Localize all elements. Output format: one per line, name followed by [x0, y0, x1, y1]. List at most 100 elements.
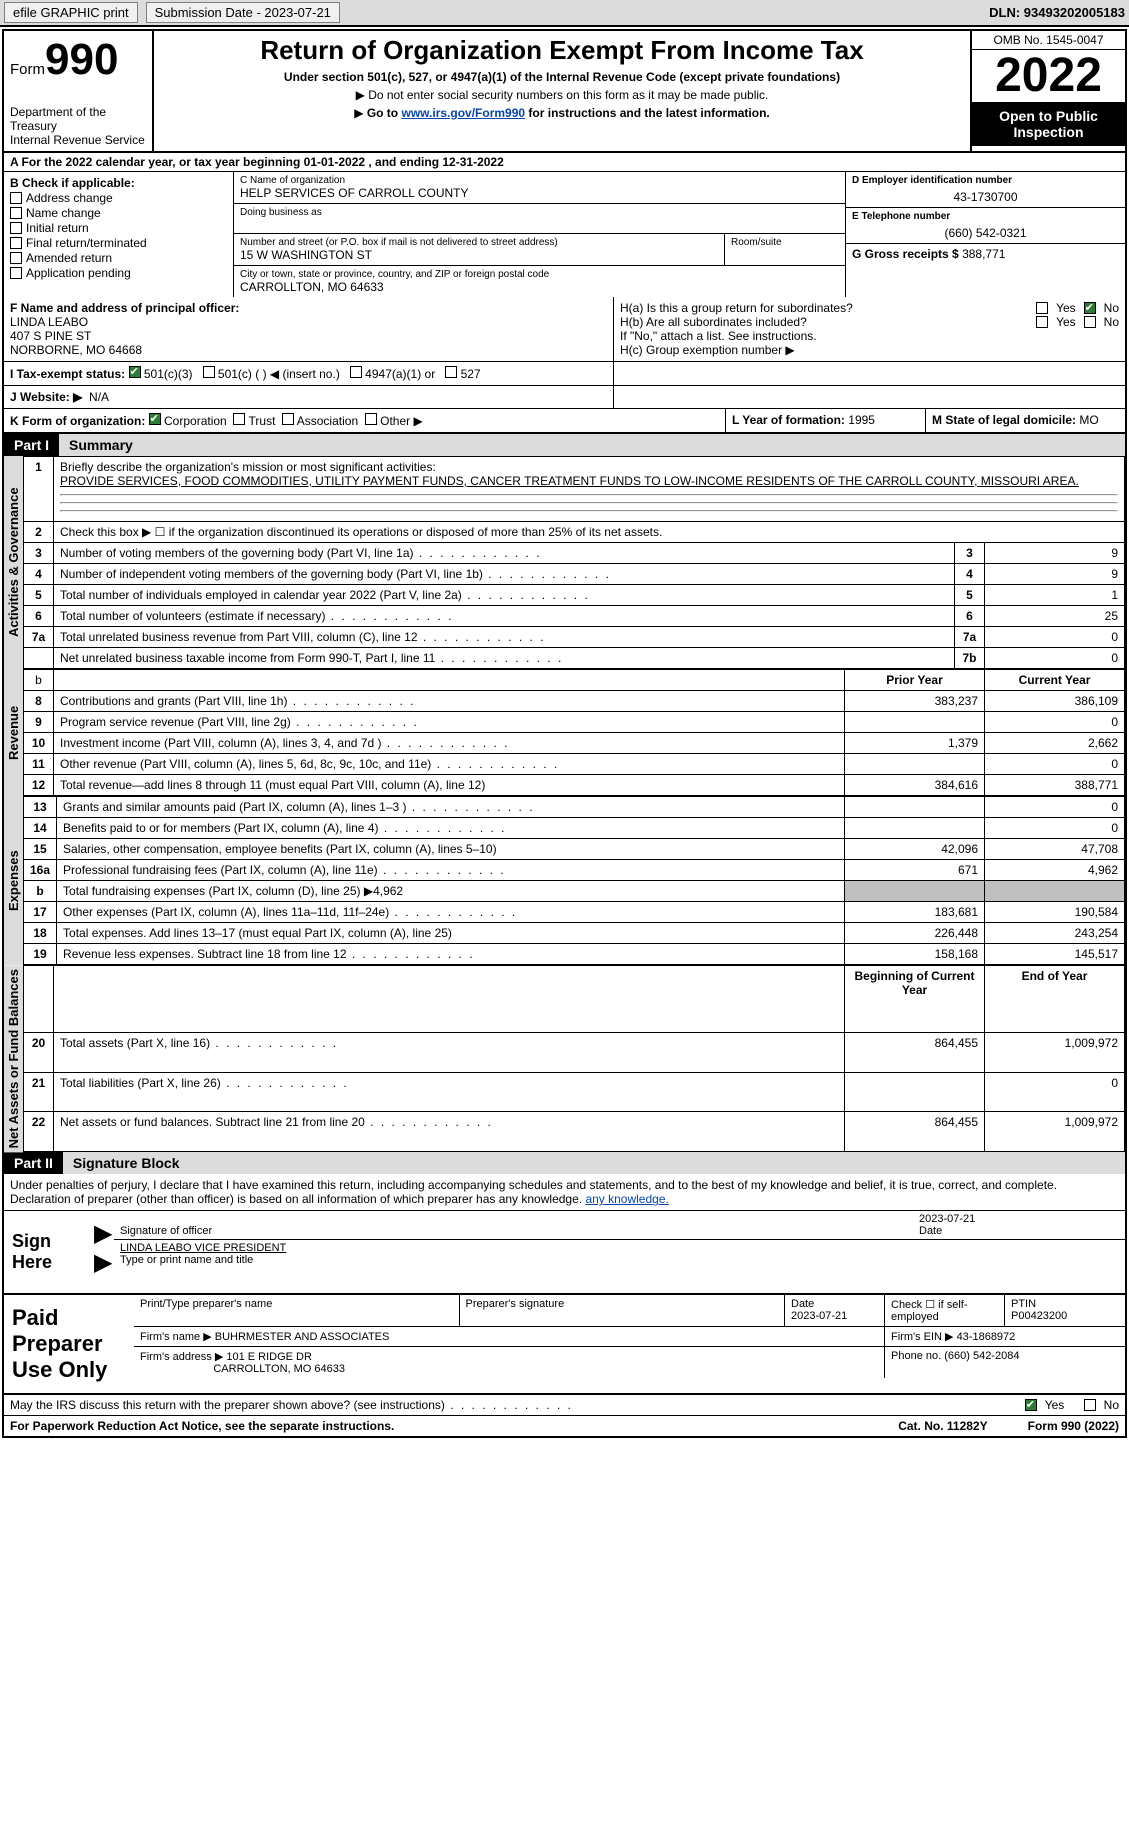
prep-date-label: Date — [791, 1298, 814, 1310]
omb-number: OMB No. 1545-0047 — [972, 31, 1125, 50]
l18-prior: 226,448 — [845, 923, 985, 944]
chk-501c[interactable] — [203, 366, 215, 378]
sign-here-block: Sign Here ▶▶ Signature of officer 2023-0… — [4, 1210, 1125, 1295]
sign-arrow-icon: ▶▶ — [94, 1211, 114, 1293]
sign-here-label: Sign Here — [4, 1211, 94, 1293]
c-addr-label: Number and street (or P.O. box if mail i… — [240, 237, 718, 248]
p1-l7a-val: 0 — [985, 627, 1125, 648]
discuss-no[interactable] — [1084, 1399, 1096, 1411]
l16b-prior-shaded — [845, 881, 985, 902]
form-note1: Do not enter social security numbers on … — [368, 88, 768, 102]
street-address: 15 W WASHINGTON ST — [240, 248, 718, 262]
part-2-num: Part II — [4, 1152, 63, 1174]
org-name: HELP SERVICES OF CARROLL COUNTY — [240, 186, 839, 200]
h-b-yes[interactable] — [1036, 316, 1048, 328]
p1-l4-val: 9 — [985, 564, 1125, 585]
sig-date-label: Date — [919, 1225, 942, 1237]
l19-curr: 145,517 — [985, 944, 1125, 965]
header-left: Form990 Department of the Treasury Inter… — [4, 31, 154, 151]
firm-phone: (660) 542-2084 — [944, 1350, 1019, 1362]
dept-treasury: Department of the Treasury — [10, 105, 146, 133]
note2-pre: Go to — [367, 106, 402, 120]
submission-date-button[interactable]: Submission Date - 2023-07-21 — [146, 2, 340, 23]
hdr-prior-year: Prior Year — [845, 670, 985, 691]
city-state-zip: CARROLLTON, MO 64633 — [240, 280, 839, 294]
firm-name-label: Firm's name ▶ — [140, 1331, 212, 1343]
officer-addr1: 407 S PINE ST — [10, 329, 607, 343]
header-center: Return of Organization Exempt From Incom… — [154, 31, 970, 151]
l8-prior: 383,237 — [845, 691, 985, 712]
p1-l2: Check this box ▶ ☐ if the organization d… — [54, 522, 1125, 543]
firm-name: BUHRMESTER AND ASSOCIATES — [215, 1331, 390, 1343]
irs-link[interactable]: www.irs.gov/Form990 — [401, 106, 525, 120]
l21-end: 0 — [985, 1072, 1125, 1112]
sig-date: 2023-07-21 — [919, 1213, 975, 1225]
section-c: C Name of organization HELP SERVICES OF … — [234, 172, 845, 297]
chk-name-change[interactable] — [10, 207, 22, 219]
part-1-num: Part I — [4, 434, 59, 456]
note2-post: for instructions and the latest informat… — [525, 106, 770, 120]
chk-initial-return[interactable] — [10, 222, 22, 234]
chk-corporation[interactable] — [149, 413, 161, 425]
tax-year: 2022 — [972, 50, 1125, 102]
name-title-label: Type or print name and title — [120, 1254, 253, 1266]
form-990-page: Form990 Department of the Treasury Inter… — [2, 29, 1127, 1438]
chk-501c3[interactable] — [129, 366, 141, 378]
phone-value: (660) 542-0321 — [852, 226, 1119, 240]
header-right: OMB No. 1545-0047 2022 Open to Public In… — [970, 31, 1125, 151]
efile-print-button[interactable]: efile GRAPHIC print — [4, 2, 138, 23]
chk-address-change[interactable] — [10, 192, 22, 204]
h-a-label: H(a) Is this a group return for subordin… — [620, 301, 1028, 315]
c-name-label: C Name of organization — [240, 175, 839, 186]
l18-curr: 243,254 — [985, 923, 1125, 944]
p1-l7b-val: 0 — [985, 648, 1125, 669]
chk-4947[interactable] — [350, 366, 362, 378]
chk-527[interactable] — [445, 366, 457, 378]
hdr-end: End of Year — [985, 966, 1125, 1033]
part-2-header: Part II Signature Block — [4, 1152, 1125, 1174]
l13-prior — [845, 797, 985, 818]
chk-trust[interactable] — [233, 413, 245, 425]
h-b-label: H(b) Are all subordinates included? — [620, 315, 1028, 329]
chk-association[interactable] — [282, 413, 294, 425]
open-to-public: Open to Public Inspection — [972, 102, 1125, 146]
chk-other[interactable] — [365, 413, 377, 425]
discuss-yes[interactable] — [1025, 1399, 1037, 1411]
part1-expenses: Expenses 13Grants and similar amounts pa… — [4, 796, 1125, 965]
l21-beg — [845, 1072, 985, 1112]
p1-l7b-desc: Net unrelated business taxable income fr… — [54, 648, 955, 669]
h-a-yes[interactable] — [1036, 302, 1048, 314]
ptin-value: P00423200 — [1011, 1310, 1067, 1322]
part1-activities: Activities & Governance 1 Briefly descri… — [4, 456, 1125, 669]
l16a-curr: 4,962 — [985, 860, 1125, 881]
hdr-beginning: Beginning of Current Year — [845, 966, 985, 1033]
p1-l5-desc: Total number of individuals employed in … — [54, 585, 955, 606]
hdr-current-year: Current Year — [985, 670, 1125, 691]
l12-prior: 384,616 — [845, 775, 985, 796]
discuss-label: May the IRS discuss this return with the… — [10, 1398, 573, 1412]
chk-application-pending[interactable] — [10, 267, 22, 279]
j-label: J Website: ▶ — [10, 390, 82, 404]
p1-l1-label: Briefly describe the organization's miss… — [60, 460, 436, 474]
ein-value: 43-1730700 — [852, 190, 1119, 204]
chk-amended-return[interactable] — [10, 252, 22, 264]
chk-final-return[interactable] — [10, 237, 22, 249]
l9-prior — [845, 712, 985, 733]
p1-l5-val: 1 — [985, 585, 1125, 606]
part-1-title: Summary — [59, 434, 1125, 456]
l22-beg: 864,455 — [845, 1112, 985, 1152]
mission-text: PROVIDE SERVICES, FOOD COMMODITIES, UTIL… — [60, 474, 1079, 488]
any-knowledge-link[interactable]: any knowledge. — [585, 1192, 668, 1206]
h-b-no[interactable] — [1084, 316, 1096, 328]
part1-revenue: Revenue bPrior YearCurrent Year 8Contrib… — [4, 669, 1125, 796]
firm-ein: 43-1868972 — [957, 1331, 1016, 1343]
l16b-curr-shaded — [985, 881, 1125, 902]
officer-name-title: LINDA LEABO VICE PRESIDENT — [120, 1242, 286, 1254]
l19-prior: 158,168 — [845, 944, 985, 965]
h-a-no[interactable] — [1084, 302, 1096, 314]
penalty-statement: Under penalties of perjury, I declare th… — [4, 1174, 1125, 1210]
h-c-label: H(c) Group exemption number ▶ — [620, 343, 1119, 357]
section-b: B Check if applicable: Address change Na… — [4, 172, 234, 297]
c-city-label: City or town, state or province, country… — [240, 269, 839, 280]
prep-sig-label: Preparer's signature — [460, 1295, 786, 1326]
